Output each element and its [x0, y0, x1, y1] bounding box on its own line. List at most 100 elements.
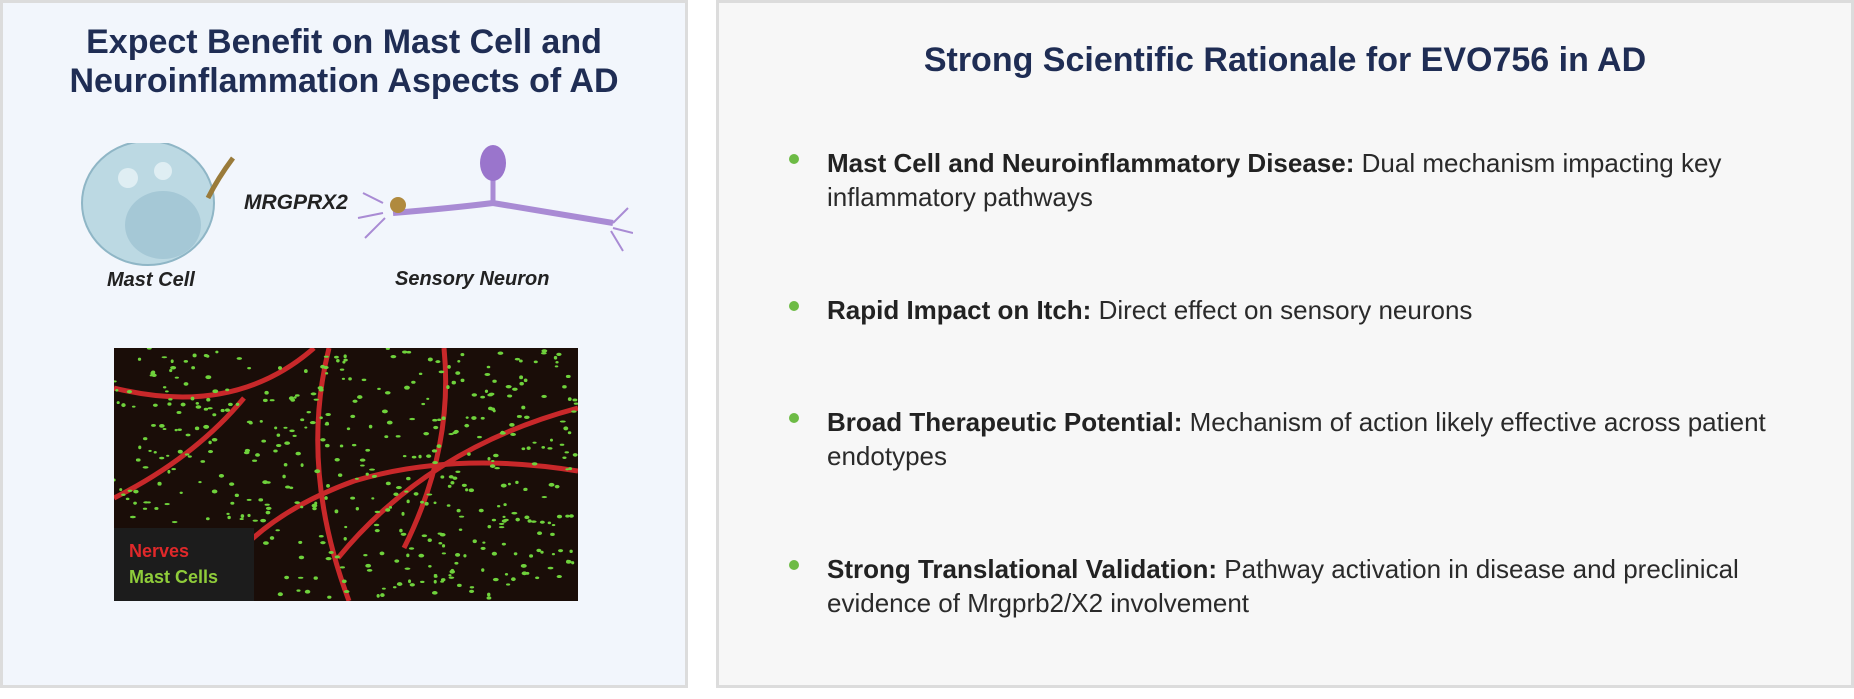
cell-dot	[176, 411, 182, 415]
cell-dot	[385, 348, 390, 350]
cell-dot	[282, 474, 286, 479]
cell-dot	[487, 592, 491, 597]
cell-dot	[297, 576, 304, 579]
cell-dot	[539, 520, 545, 524]
cell-dot	[198, 481, 202, 484]
cell-dot	[265, 506, 272, 511]
cell-dot	[471, 416, 477, 420]
cell-dot	[359, 458, 366, 462]
cell-dot	[449, 569, 456, 574]
cell-dot	[121, 403, 126, 408]
legend-mast-cells: Mast Cells	[129, 567, 219, 587]
cell-dot	[327, 595, 332, 599]
cell-dot	[494, 466, 500, 470]
cell-dot	[235, 402, 240, 406]
cell-dot	[260, 518, 267, 523]
cell-dot	[436, 444, 442, 449]
cell-dot	[469, 586, 475, 589]
cell-dot	[492, 409, 496, 413]
cell-dot	[360, 464, 365, 467]
cell-dot	[376, 594, 380, 598]
cell-dot	[283, 426, 288, 429]
cell-dot	[502, 515, 506, 519]
cell-dot	[385, 508, 391, 512]
cell-dot	[556, 352, 562, 356]
cell-dot	[348, 377, 352, 381]
mast-cell-label: Mast Cell	[107, 269, 195, 291]
cell-dot	[314, 469, 321, 474]
cell-dot	[491, 459, 495, 463]
cell-dot	[296, 589, 301, 592]
right-panel: Strong Scientific Rationale for EVO756 i…	[716, 0, 1854, 688]
cell-dot	[185, 433, 191, 437]
cell-dot	[395, 435, 401, 438]
cell-dot	[507, 482, 511, 486]
cell-dot	[501, 542, 506, 546]
cell-dot	[127, 489, 133, 492]
cell-dot	[114, 478, 116, 482]
cell-dot	[492, 379, 497, 383]
cell-dot	[553, 355, 558, 360]
cell-dot	[170, 359, 174, 364]
cell-dot	[293, 396, 297, 399]
cell-dot	[487, 457, 491, 461]
cell-dot	[284, 441, 291, 445]
cell-dot	[334, 509, 339, 514]
cell-dot	[317, 386, 324, 390]
cell-dot	[527, 519, 532, 523]
cell-dot	[323, 365, 329, 370]
cell-dot	[480, 546, 486, 550]
cell-dot	[566, 559, 570, 564]
cell-dot	[497, 351, 504, 355]
cell-dot	[183, 360, 189, 363]
cell-dot	[409, 583, 415, 587]
cell-dot	[472, 539, 477, 544]
cell-dot	[523, 488, 527, 491]
cell-dot	[441, 416, 446, 421]
bullet-text: Direct effect on sensory neurons	[1098, 295, 1473, 325]
cell-dot	[203, 407, 209, 411]
cell-dot	[394, 559, 400, 563]
cell-dot	[306, 410, 311, 414]
neuron-label: Sensory Neuron	[395, 268, 550, 290]
cell-dot	[167, 469, 171, 474]
cell-dot	[334, 555, 340, 559]
cell-dot	[125, 497, 130, 501]
cell-dot	[549, 438, 553, 442]
cell-dot	[551, 523, 556, 527]
cell-dot	[284, 575, 290, 580]
cell-dot	[521, 405, 526, 410]
cell-dot	[505, 583, 511, 586]
cell-dot	[162, 386, 167, 389]
cell-dot	[304, 426, 308, 429]
cell-dot	[536, 548, 542, 553]
cell-dot	[426, 493, 433, 496]
cell-dot	[507, 394, 513, 398]
cell-dot	[227, 515, 231, 520]
cell-dot	[211, 438, 218, 442]
cell-dot	[453, 429, 459, 434]
cell-dot	[420, 500, 425, 504]
cell-dot	[151, 424, 156, 427]
cell-dot	[458, 515, 465, 518]
cell-dot	[505, 384, 512, 389]
cell-dot	[300, 463, 304, 468]
cell-dot	[556, 514, 563, 519]
cell-dot	[129, 515, 136, 519]
cell-dot	[400, 532, 407, 536]
cell-dot	[432, 461, 438, 465]
cell-dot	[361, 378, 367, 382]
cell-dot	[230, 501, 235, 505]
cell-dot	[406, 350, 412, 354]
cell-dot	[468, 488, 475, 493]
cell-dot	[352, 399, 358, 403]
cell-dot	[461, 483, 467, 487]
cell-dot	[491, 518, 497, 522]
cell-dot	[342, 360, 346, 364]
cell-dot	[399, 528, 403, 533]
cell-dot	[234, 493, 239, 498]
cell-dot	[418, 372, 423, 376]
cell-dot	[246, 498, 252, 501]
cell-dot	[426, 397, 430, 400]
cell-dot	[480, 395, 486, 399]
